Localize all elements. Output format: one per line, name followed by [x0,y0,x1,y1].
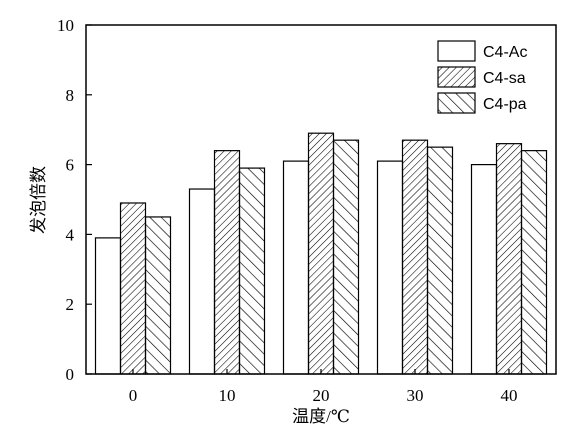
bar-c4-sa-20 [307,132,335,375]
x-tick-label: 10 [219,386,236,405]
bar-c4-sa-30 [401,139,429,375]
y-tick-label: 2 [66,295,75,314]
legend-swatch-c4-sa [437,66,476,88]
legend-label-c4-sa: C4-sa [483,70,526,87]
bar-c4-sa-40 [495,143,523,375]
x-axis-ticks: 0 10 20 30 40 [129,369,518,405]
x-tick-label: 20 [313,386,330,405]
bar-c4-ac-10 [188,188,216,375]
y-tick-label: 8 [66,86,75,105]
bar-c4-pa-10 [238,167,266,375]
y-axis-ticks: 0 2 4 6 8 10 [57,16,92,384]
bar-c4-sa-10 [213,150,241,375]
y-tick-label: 4 [66,225,75,244]
x-axis-label: 温度/℃ [292,407,350,426]
y-axis-label: 发泡倍数 [29,166,48,234]
y-tick-label: 0 [66,365,75,384]
bar-c4-pa-30 [426,146,454,375]
bar-c4-pa-40 [520,150,548,375]
legend-label-c4-ac: C4-Ac [483,44,527,61]
bar-c4-ac-40 [470,164,498,375]
bar-c4-ac-30 [376,160,404,375]
bar-c4-pa-0 [144,216,172,375]
legend: C4-Ac C4-sa C4-pa [437,40,527,114]
bar-c4-sa-0 [119,202,147,375]
bar-c4-pa-20 [332,139,360,375]
legend-swatch-c4-pa [437,92,476,114]
bar-c4-ac-0 [94,237,122,375]
bar-c4-ac-20 [282,160,310,375]
bars-group [94,132,548,375]
legend-label-c4-pa: C4-pa [483,96,527,113]
y-tick-label: 6 [66,156,75,175]
x-tick-label: 40 [501,386,518,405]
x-tick-label: 30 [407,386,424,405]
y-tick-label: 10 [57,16,74,35]
x-tick-label: 0 [129,386,138,405]
legend-swatch-c4-ac [437,40,476,62]
